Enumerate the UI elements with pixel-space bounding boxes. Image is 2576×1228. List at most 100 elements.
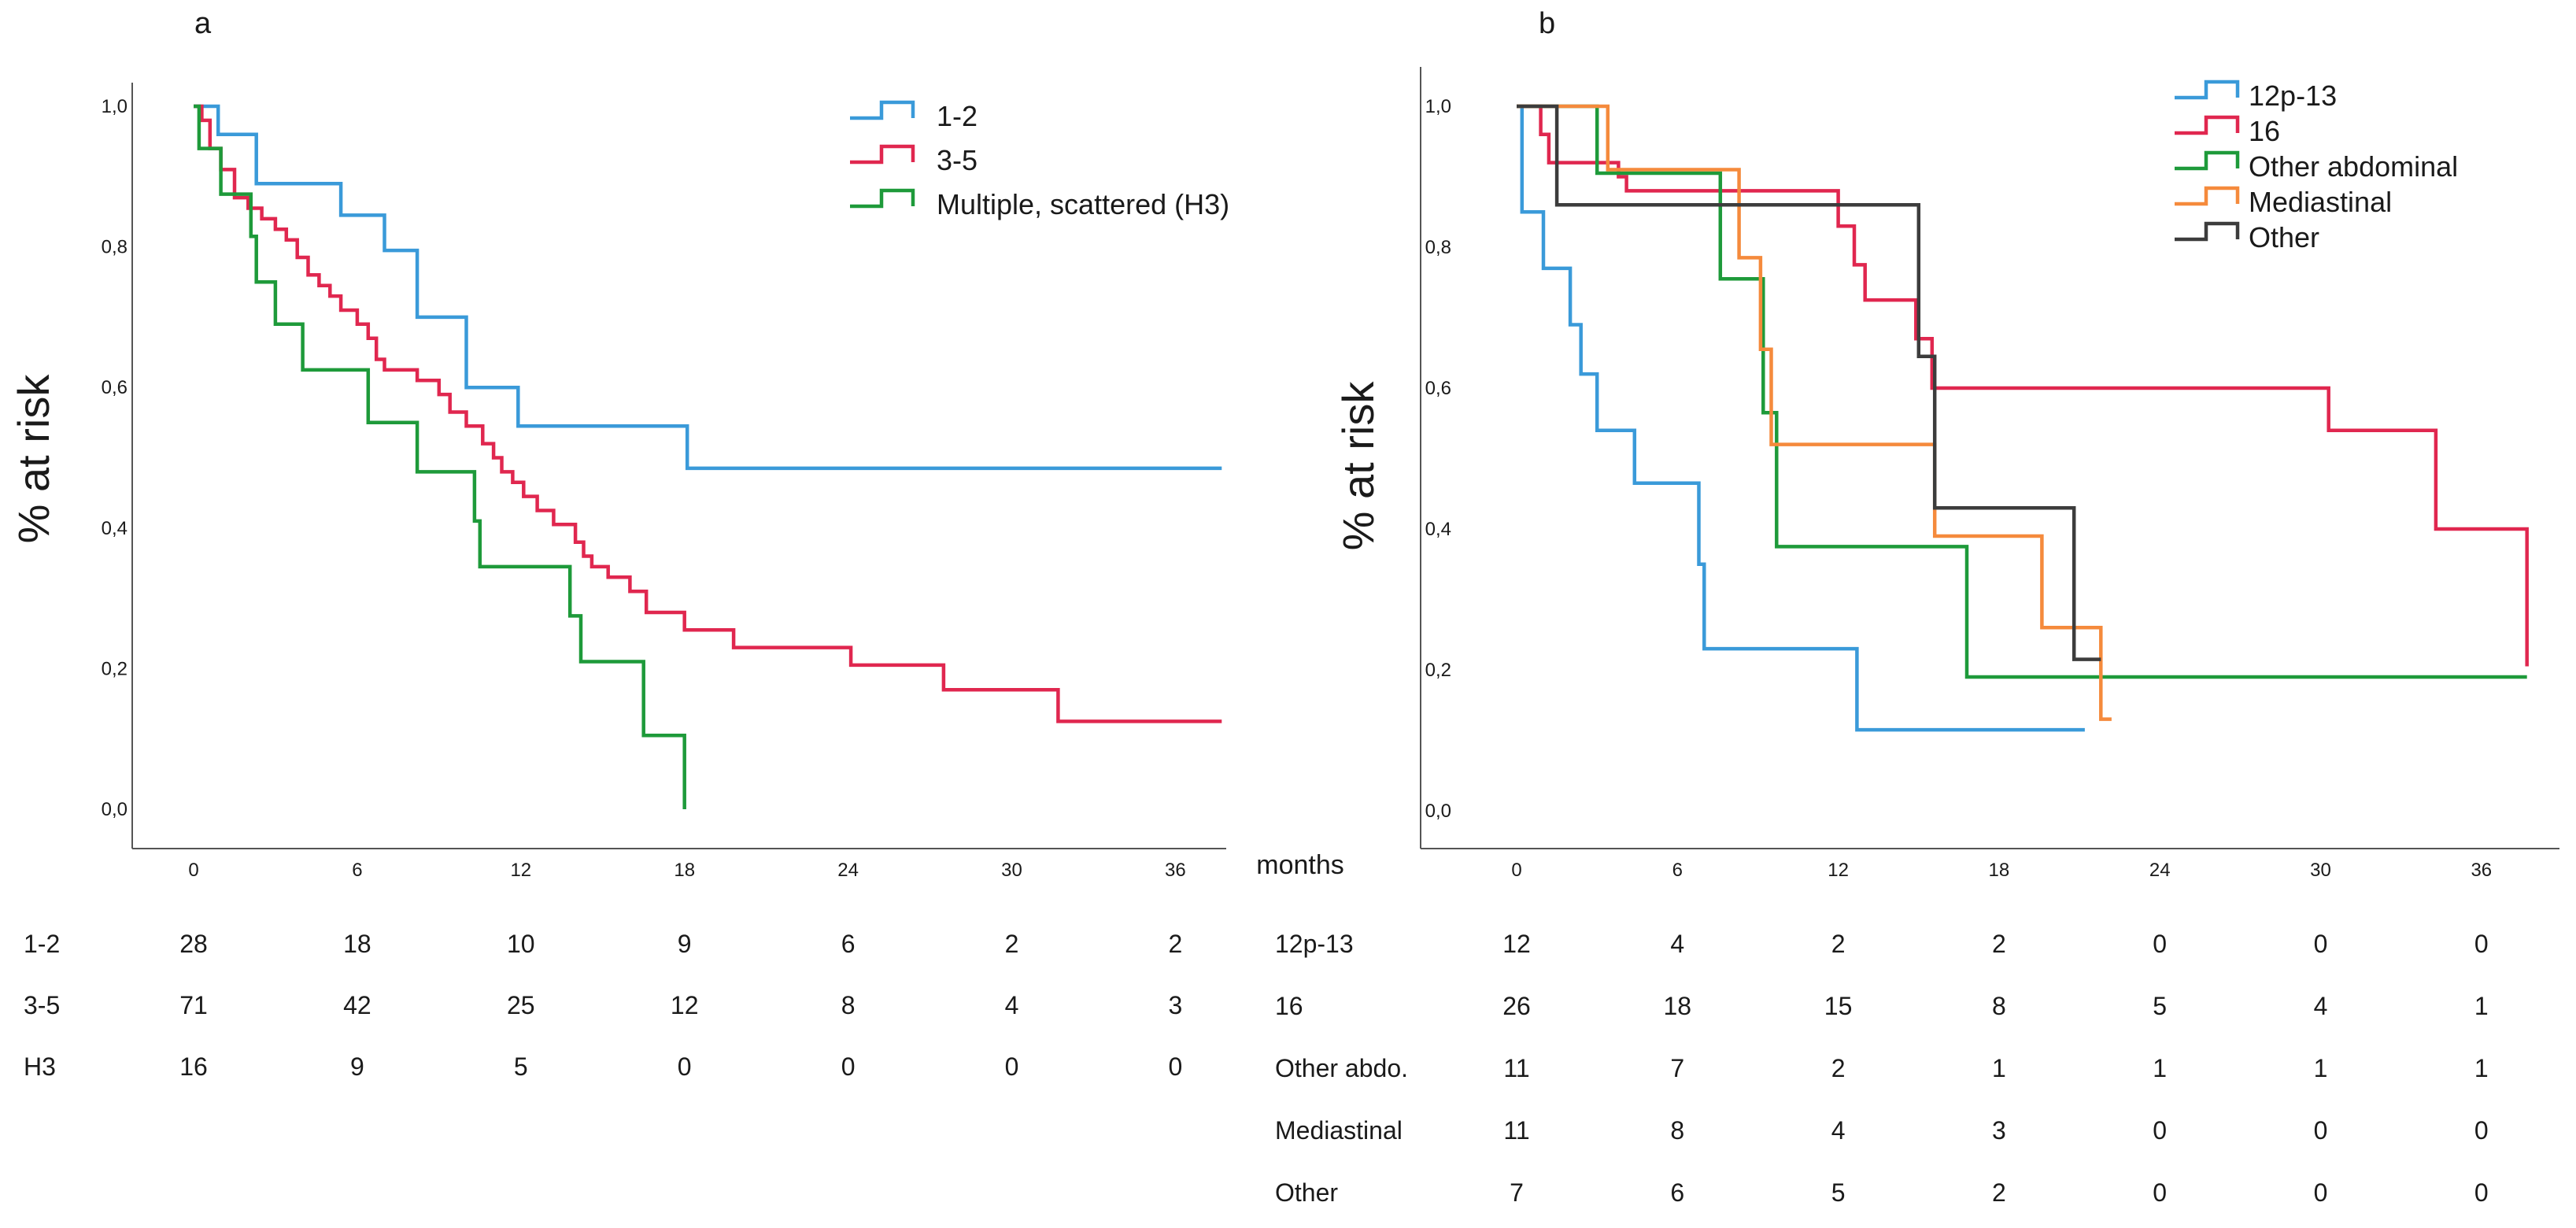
panel-b-risk-value: 0	[2474, 1116, 2489, 1145]
panel-b-legend-swatch	[2175, 115, 2240, 135]
panel-b-risk-value: 0	[2474, 1178, 2489, 1207]
panel-a-risk-value: 4	[1005, 991, 1019, 1019]
panel-a-x-tick-label: 12	[510, 860, 531, 881]
panel-b-risk-value: 15	[1824, 992, 1853, 1020]
panel-b-risk-value: 0	[2153, 930, 2167, 958]
panel-b-legend-swatch	[2175, 80, 2240, 100]
panel-a-risk-row-label: H3	[24, 1052, 56, 1081]
panel-b-risk-value: 2	[1992, 1178, 2006, 1207]
panel-a-risk-value: 8	[841, 991, 856, 1019]
panel-b-risk-row-label: Mediastinal	[1275, 1116, 1403, 1145]
panel-a-y-tick-label: 1,0	[102, 96, 128, 117]
panel-b-risk-value: 1	[2314, 1054, 2328, 1082]
panel-b-risk-row-label: Other abdo.	[1275, 1054, 1408, 1082]
panel-b-y-tick-label: 0,4	[1425, 519, 1451, 540]
panel-b-risk-value: 1	[1992, 1054, 2006, 1082]
panel-b-legend-label: Other abdominal	[2249, 150, 2458, 183]
panel-b-risk-value: 3	[1992, 1116, 2006, 1145]
panel-a-legend-label: 3-5	[937, 144, 978, 176]
panel-a-risk-value: 9	[678, 930, 692, 958]
panel-a-x-tick-label: 18	[674, 860, 695, 881]
panel-b-risk-value: 0	[2474, 930, 2489, 958]
panel-b-legend-label: 12p-13	[2249, 80, 2337, 112]
panel-a-risk-value: 16	[179, 1052, 208, 1081]
panel-b-risk-value: 7	[1510, 1178, 1524, 1207]
panel-b-risk-value: 4	[1831, 1116, 1846, 1145]
panel-b-y-tick-label: 0,2	[1425, 660, 1451, 681]
panel-a-risk-value: 12	[671, 991, 699, 1019]
panel-a-risk-row-label: 1-2	[24, 930, 60, 958]
panel-b-risk-value: 26	[1502, 992, 1531, 1020]
panel-a-risk-value: 0	[1005, 1052, 1019, 1081]
panel-b-risk-value: 8	[1670, 1116, 1684, 1145]
panel-b-risk-value: 2	[1992, 930, 2006, 958]
panel-a-risk-value: 2	[1005, 930, 1019, 958]
panel-b-risk-value: 0	[2153, 1178, 2167, 1207]
panel-b-risk-value: 12	[1502, 930, 1531, 958]
panel-b-y-tick-label: 0,8	[1425, 237, 1451, 258]
panel-b-risk-row-label: 16	[1275, 992, 1303, 1020]
panel-b-risk-value: 1	[2474, 992, 2489, 1020]
panel-a-curve-3-5	[194, 104, 1222, 723]
panel-a-risk-value: 5	[514, 1052, 528, 1081]
panel-b-x-tick-label: 12	[1828, 860, 1849, 881]
panel-b-risk-value: 8	[1992, 992, 2006, 1020]
panel-a-legend-swatch	[850, 100, 915, 120]
panel-b-x-tick-label: 6	[1672, 860, 1683, 881]
x-axis-label-months: months	[1256, 850, 1344, 880]
panel-b-risk-value: 5	[2153, 992, 2167, 1020]
panel-b-risk-value: 2	[1831, 930, 1846, 958]
panel-a-y-tick-label: 0,8	[102, 237, 128, 258]
panel-a-risk-value: 0	[841, 1052, 856, 1081]
panel-b-curve-other-abdominal	[1517, 104, 2527, 679]
panel-b-risk-row-label: 12p-13	[1275, 930, 1354, 958]
panel-a-y-axis-title: % at risk	[9, 374, 58, 544]
panel-b-legend-swatch	[2175, 186, 2240, 206]
panel-b-risk-value: 0	[2314, 1116, 2328, 1145]
panel-a-risk-value: 25	[507, 991, 535, 1019]
panel-b-label: b	[1539, 7, 1555, 40]
panel-b-y-tick-label: 1,0	[1425, 96, 1451, 117]
panel-b-risk-value: 4	[1670, 930, 1684, 958]
panel-b-risk-row-label: Other	[1275, 1178, 1338, 1207]
panel-b-curve-16	[1517, 104, 2529, 667]
panel-a-legend-swatch	[850, 144, 915, 165]
panel-a-legend-swatch	[850, 188, 915, 209]
panel-b-risk-value: 6	[1670, 1178, 1684, 1207]
panel-b-risk-value: 11	[1503, 1054, 1529, 1082]
panel-b-x-tick-label: 30	[2310, 860, 2331, 881]
panel-b-y-axis-title: % at risk	[1333, 381, 1383, 551]
panel-b-risk-value: 1	[2153, 1054, 2167, 1082]
panel-b-legend-label: Mediastinal	[2249, 186, 2392, 218]
panel-b-risk-value: 5	[1831, 1178, 1846, 1207]
panel-a-risk-value: 6	[841, 930, 856, 958]
panel-a-risk-value: 28	[179, 930, 208, 958]
panel-b-legend-label: Other	[2249, 221, 2319, 253]
panel-a-y-tick-label: 0,0	[102, 799, 128, 820]
panel-b-x-tick-label: 24	[2149, 860, 2171, 881]
panel-a-risk-value: 3	[1169, 991, 1183, 1019]
panel-b-curve-mediastinal	[1517, 104, 2112, 721]
panel-a-risk-value: 2	[1169, 930, 1183, 958]
panel-a-x-tick-label: 24	[837, 860, 859, 881]
panel-b-curve-12p-13	[1517, 104, 2085, 732]
panel-a-curve-1-2	[194, 104, 1222, 471]
panel-a-risk-value: 18	[343, 930, 371, 958]
panel-a-y-tick-label: 0,2	[102, 658, 128, 679]
panel-a-risk-value: 9	[350, 1052, 364, 1081]
panel-b-x-tick-label: 18	[1989, 860, 2010, 881]
panel-b-curve-other	[1517, 104, 2101, 661]
panel-b-risk-value: 0	[2314, 1178, 2328, 1207]
panel-a-y-tick-label: 0,6	[102, 377, 128, 398]
panel-a-label: a	[194, 7, 212, 40]
panel-b-x-tick-label: 36	[2471, 860, 2492, 881]
panel-a-x-tick-label: 30	[1001, 860, 1022, 881]
panel-b-risk-value: 0	[2153, 1116, 2167, 1145]
panel-b-y-tick-label: 0,0	[1425, 801, 1451, 822]
panel-a-risk-value: 0	[678, 1052, 692, 1081]
panel-b-risk-value: 1	[2474, 1054, 2489, 1082]
panel-b-risk-value: 4	[2314, 992, 2328, 1020]
panel-a-x-tick-label: 0	[188, 860, 198, 881]
